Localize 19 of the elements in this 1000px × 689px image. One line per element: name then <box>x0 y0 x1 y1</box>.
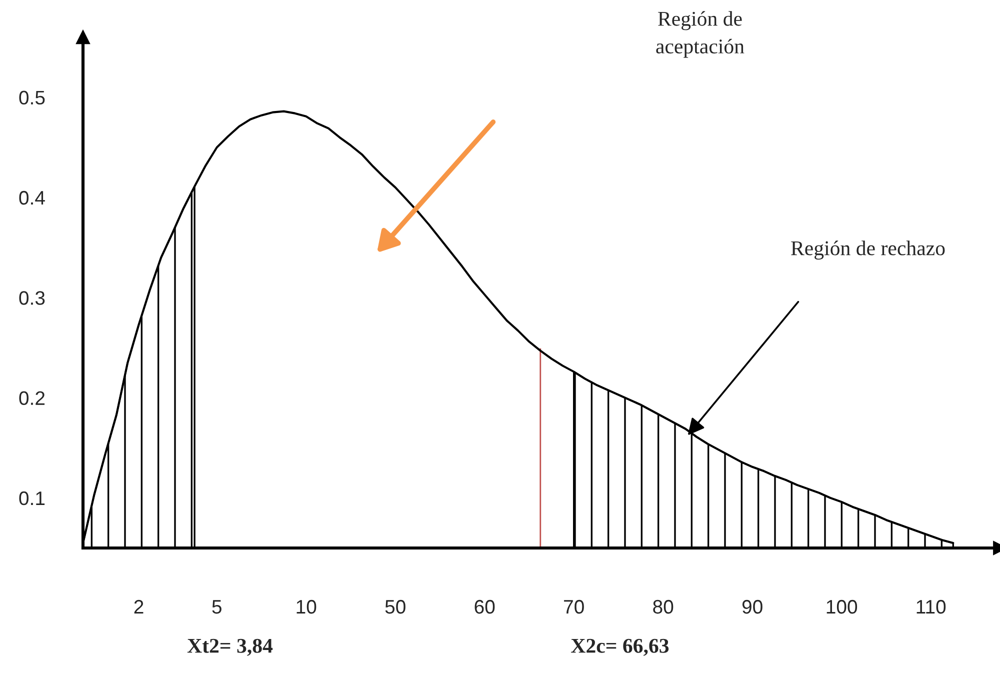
x-tick-label: 2 <box>134 600 144 614</box>
y-tick-label: 0.2 <box>19 391 45 406</box>
x-tick-label: 110 <box>916 600 946 614</box>
text: X2c= 66,63 <box>571 638 669 656</box>
y-tick-label: 0.1 <box>19 491 45 506</box>
x-tick-label: 70 <box>564 600 584 614</box>
y-tick-label: 0.4 <box>19 190 45 205</box>
x-tick-label: 10 <box>296 600 316 614</box>
x-tick-label: 90 <box>742 600 762 614</box>
annotation: Región de rechazo <box>791 240 945 260</box>
x-tick-label: 50 <box>385 600 406 614</box>
x-tick-label: 80 <box>653 600 674 614</box>
y-tick-label: 0.3 <box>19 291 45 305</box>
x-tick-label: 100 <box>826 600 858 614</box>
text: Xt2= 3,84 <box>187 638 273 656</box>
x-tick-label: 60 <box>474 600 495 614</box>
annotation: Región de aceptación <box>656 11 744 58</box>
x-tick-label: 5 <box>212 600 222 614</box>
y-tick-label: 0.5 <box>19 90 45 105</box>
